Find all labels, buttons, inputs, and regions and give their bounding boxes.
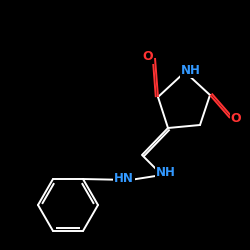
Text: NH: NH: [181, 64, 201, 78]
Text: O: O: [143, 50, 153, 64]
Text: HN: HN: [114, 172, 134, 184]
Text: NH: NH: [156, 166, 176, 179]
Text: O: O: [231, 112, 241, 124]
